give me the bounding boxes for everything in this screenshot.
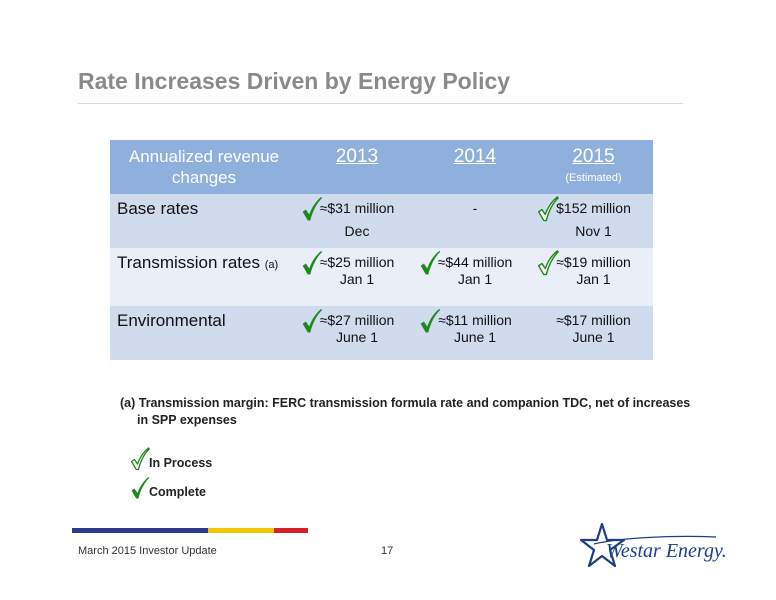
row-label: Environmental	[110, 306, 298, 360]
outline-checkmark-icon	[537, 250, 559, 276]
legend-label: In Process	[149, 456, 213, 470]
cell-value: ≈$31 million	[319, 200, 395, 216]
solid-checkmark-icon	[302, 196, 323, 221]
table-row: Base rates ≈$31 million Dec - $152 millio…	[110, 194, 653, 248]
table-row: Environmental ≈$27 million June 1 ≈$11 mi…	[110, 306, 653, 360]
table-cell: ≈$25 million Jan 1	[298, 248, 416, 306]
year-subtitle: (Estimated)	[565, 172, 622, 184]
solid-checkmark-icon	[302, 250, 323, 275]
year-label: 2014	[453, 146, 497, 167]
table-cell: ≈$27 million June 1	[298, 306, 416, 360]
footnote-ref: (a)	[264, 259, 279, 271]
cell-date: June 1	[335, 329, 379, 345]
table-row: Transmission rates (a) ≈$25 million Jan 1…	[110, 248, 653, 306]
cell-value: $152 million	[556, 200, 631, 216]
cell-value: ≈$44 million	[437, 254, 513, 270]
footer-color-bar	[72, 528, 308, 533]
slide-title: Rate Increases Driven by Energy Policy	[78, 68, 511, 94]
cell-value: ≈$25 million	[319, 254, 395, 270]
row-label: Base rates	[110, 194, 298, 248]
legend-label: Complete	[149, 485, 206, 499]
table-cell: ≈$44 million Jan 1	[416, 248, 534, 306]
star-logo-icon	[580, 522, 717, 568]
header-year-2015: 2015 (Estimated)	[534, 140, 653, 194]
footer-bar-blue	[72, 528, 208, 533]
cell-date: Jan 1	[339, 271, 375, 287]
footer-caption: March 2015 Investor Update	[78, 545, 217, 557]
header-year-2014: 2014	[416, 140, 534, 194]
cell-value: ≈$27 million	[319, 312, 395, 328]
year-label: 2013	[335, 146, 379, 167]
revenue-table: Annualized revenue changes 2013 2014 201…	[110, 140, 653, 360]
cell-date: June 1	[572, 329, 615, 345]
row-label-text: Base rates	[117, 199, 199, 218]
outline-checkmark-icon	[537, 196, 559, 222]
company-logo: Westar Energy.	[606, 540, 727, 562]
cell-date: Jan 1	[457, 271, 493, 287]
cell-date: Dec	[344, 223, 370, 239]
cell-date: June 1	[453, 329, 497, 345]
footer-bar-red	[274, 528, 308, 533]
cell-value: -	[472, 200, 478, 216]
year-label: 2015	[572, 146, 615, 167]
footnote: (a) Transmission margin: FERC transmissi…	[120, 396, 691, 427]
table-cell: -	[416, 194, 534, 248]
solid-checkmark-icon	[420, 250, 441, 275]
header-corner-label: Annualized revenue changes	[128, 147, 280, 187]
cell-date: Nov 1	[575, 223, 612, 239]
page-number: 17	[381, 545, 394, 557]
footer-bar-yellow	[208, 528, 274, 533]
header-year-2013: 2013	[298, 140, 416, 194]
title-divider	[78, 103, 683, 104]
solid-checkmark-icon	[420, 308, 441, 333]
table-cell: ≈$11 million June 1	[416, 306, 534, 360]
solid-checkmark-icon	[131, 477, 150, 499]
cell-date: Jan 1	[576, 271, 611, 287]
table-header-row: Annualized revenue changes 2013 2014 201…	[110, 140, 653, 194]
cell-value: ≈$17 million	[556, 312, 631, 328]
cell-value: ≈$11 million	[438, 312, 512, 328]
cell-value: ≈$19 million	[556, 254, 631, 270]
table-cell: $152 million Nov 1	[534, 194, 653, 248]
row-label: Transmission rates (a)	[110, 248, 298, 306]
table-cell: ≈$17 million June 1	[534, 306, 653, 360]
outline-checkmark-icon	[130, 447, 150, 471]
row-label-text: Transmission rates	[117, 253, 260, 272]
solid-checkmark-icon	[302, 308, 323, 333]
row-label-text: Environmental	[117, 311, 226, 330]
table-cell: ≈$19 million Jan 1	[534, 248, 653, 306]
table-cell: ≈$31 million Dec	[298, 194, 416, 248]
